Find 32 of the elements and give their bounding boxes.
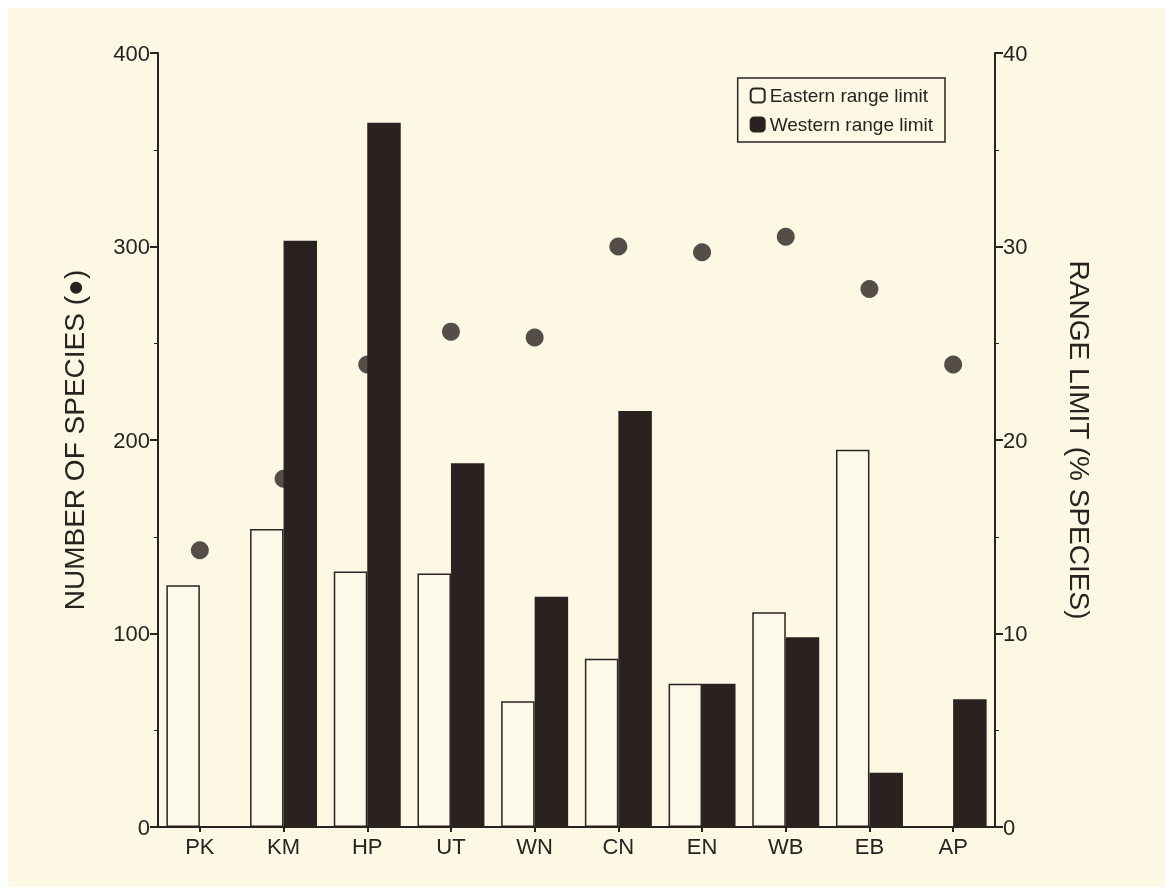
y2-axis-title: RANGE LIMIT (% SPECIES) <box>1063 260 1095 620</box>
legend-label: Eastern range limit <box>769 85 929 106</box>
y-tick-label: 100 <box>113 621 150 646</box>
x-tick-label: CN <box>602 833 635 859</box>
point <box>190 541 209 560</box>
y-tick-label: 300 <box>113 234 150 259</box>
y2-tick-label: 10 <box>1003 621 1028 646</box>
y2-tick-label: 30 <box>1003 234 1028 259</box>
x-tick-label: WB <box>768 833 804 859</box>
y-axis-title: NUMBER OF SPECIES (●) <box>58 269 90 611</box>
y2-tick-label: 0 <box>1003 814 1016 840</box>
x-tick-label: PK <box>185 833 215 859</box>
point <box>944 355 963 374</box>
x-tick-label: EN <box>686 833 718 859</box>
point <box>776 227 795 246</box>
x-tick-label: UT <box>436 833 466 859</box>
point <box>860 280 879 299</box>
x-tick-label: AP <box>938 833 968 859</box>
point <box>693 243 712 262</box>
point <box>525 328 544 347</box>
y2-tick-label: 20 <box>1003 427 1028 453</box>
x-tick-label: KM <box>267 833 301 859</box>
point <box>441 322 460 341</box>
y2-tick-label: 40 <box>1003 40 1028 66</box>
legend-label: Western range limit <box>769 114 934 135</box>
y-tick-label: 400 <box>113 40 150 66</box>
x-tick-label: WN <box>516 833 553 859</box>
y-tick-label: 200 <box>113 427 150 453</box>
x-tick-label: HP <box>351 833 383 859</box>
x-tick-label: EB <box>854 833 885 859</box>
y-tick-label: 0 <box>137 814 150 840</box>
point <box>609 237 628 256</box>
